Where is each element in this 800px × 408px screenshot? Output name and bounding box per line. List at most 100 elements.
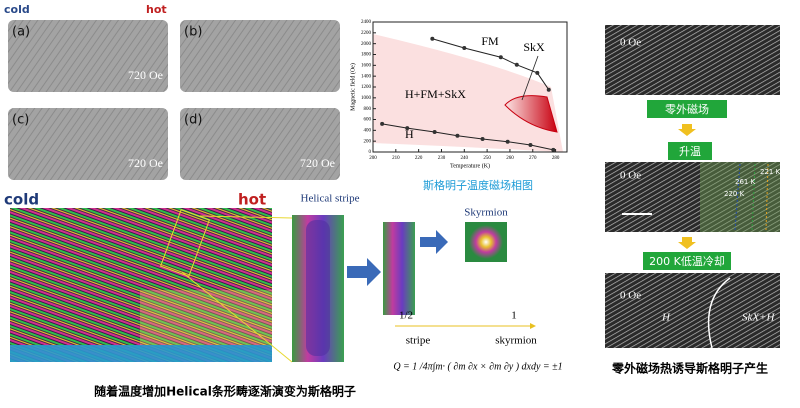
formula: Q = 1 /4π∫m· ( ∂m ∂x × ∂m ∂y ) dxdy = ±1	[393, 361, 562, 372]
skx-pocket	[504, 95, 558, 133]
x-tick-label: 260	[506, 156, 514, 161]
panel-image	[180, 108, 340, 180]
data-point	[430, 36, 435, 41]
down-arrow	[678, 237, 696, 249]
step-box	[643, 252, 731, 270]
x-tick-label: 240	[461, 156, 469, 161]
image-zero-field	[605, 25, 780, 95]
x-tick-label: 280	[552, 156, 560, 161]
x-tick-label: 210	[392, 156, 400, 161]
y-axis-title: Magnetic field (Oe)	[349, 63, 356, 111]
x-tick-label: 230	[438, 156, 446, 161]
phase-diagram: 0200400600800100012001400160018002000220…	[349, 20, 568, 169]
panel-label: (b)	[184, 25, 202, 40]
zoom-line	[199, 215, 293, 219]
y-tick-label: 2200	[361, 31, 372, 36]
x-tick-label: 200	[369, 156, 377, 161]
y-tick-label: 2000	[361, 42, 372, 47]
q-start: 1/2	[399, 310, 413, 322]
q-arrow-head	[530, 323, 536, 329]
panel-shade	[180, 108, 340, 180]
field-label: 720 Oe	[128, 156, 163, 170]
y-tick-label: 1600	[361, 63, 372, 68]
y-tick-label: 1200	[361, 85, 372, 90]
image-cooled	[605, 273, 780, 348]
data-point	[380, 121, 385, 126]
boundary	[707, 277, 731, 349]
data-point	[432, 129, 437, 134]
skyrmion-label: Skyrmion	[464, 207, 508, 219]
phase-caption: 斯格明子温度磁场相图	[423, 178, 533, 192]
data-point	[498, 55, 503, 60]
hot-label: hot	[146, 3, 167, 16]
isotherm	[751, 163, 756, 231]
region-label: SkX	[523, 40, 545, 54]
x-tick-label: 250	[483, 156, 491, 161]
field-label: 0 Oe	[620, 170, 641, 182]
panel-shade	[8, 108, 168, 180]
h-region	[373, 143, 559, 152]
skx-h-label: SkX+H	[742, 312, 776, 324]
x-axis-title: Temperature (K)	[450, 162, 490, 169]
region-label: H	[405, 127, 414, 141]
data-point	[551, 147, 556, 152]
isotherm	[734, 163, 741, 231]
lorentz-image	[10, 208, 272, 362]
temp-label: 220 K	[724, 190, 745, 198]
data-point	[528, 142, 533, 147]
y-tick-label: 600	[364, 118, 372, 123]
data-point	[514, 62, 519, 67]
y-tick-label: 0	[369, 150, 372, 155]
phase-boundary	[382, 123, 554, 151]
hot-label: hot	[238, 191, 266, 209]
bottom-caption: 随着温度增加Helical条形畴逐渐演变为斯格明子	[94, 384, 356, 399]
panel-image	[8, 108, 168, 180]
arrow	[420, 230, 448, 254]
q-end: 1	[511, 310, 517, 322]
panel-shade	[8, 20, 168, 92]
y-tick-label: 200	[364, 139, 372, 144]
data-point	[455, 133, 460, 138]
panel-label: (a)	[12, 25, 30, 40]
right-caption: 零外磁场热诱导斯格明子产生	[611, 361, 768, 376]
image-warming	[605, 162, 780, 232]
panel-label: (c)	[12, 113, 29, 128]
data-point	[480, 137, 485, 141]
data-point	[462, 46, 467, 50]
region-label: H+FM+SkX	[405, 87, 466, 101]
step-box	[668, 142, 712, 160]
panel-shade	[180, 20, 340, 92]
y-tick-label: 2400	[361, 20, 372, 25]
region-fill	[373, 34, 563, 152]
down-arrow	[678, 124, 696, 136]
y-tick-label: 400	[364, 128, 372, 133]
panels: (a) 720 Oe (b) (c) 720 Oe (d) 720 Oe	[8, 20, 340, 180]
y-tick-label: 1000	[361, 96, 372, 101]
y-tick-label: 800	[364, 107, 372, 112]
step-box	[647, 100, 727, 118]
skx-pointer	[521, 55, 539, 101]
data-point	[405, 126, 410, 131]
skyrmion-zone	[140, 290, 272, 345]
zoom-line	[181, 271, 293, 363]
h-label: H	[661, 312, 671, 324]
data-point	[535, 70, 540, 75]
cold-label: cold	[4, 191, 39, 209]
temp-label: 221 K	[760, 168, 781, 176]
step-label: 升温	[679, 145, 701, 158]
step-label: 零外磁场	[665, 102, 709, 116]
phase-boundary	[432, 38, 550, 90]
cold-label: cold	[4, 3, 30, 16]
x-tick-label: 270	[529, 156, 537, 161]
stripe-label: stripe	[406, 335, 431, 347]
field-label: 720 Oe	[128, 68, 163, 82]
helical-label: Helical stripe	[301, 193, 360, 205]
y-tick-label: 1800	[361, 53, 372, 58]
x-tick-label: 220	[415, 156, 423, 161]
skyrmion-core	[469, 225, 503, 259]
region-label: FM	[481, 34, 499, 48]
data-point	[505, 139, 510, 144]
y-tick-label: 1400	[361, 74, 372, 79]
data-point	[546, 87, 551, 92]
